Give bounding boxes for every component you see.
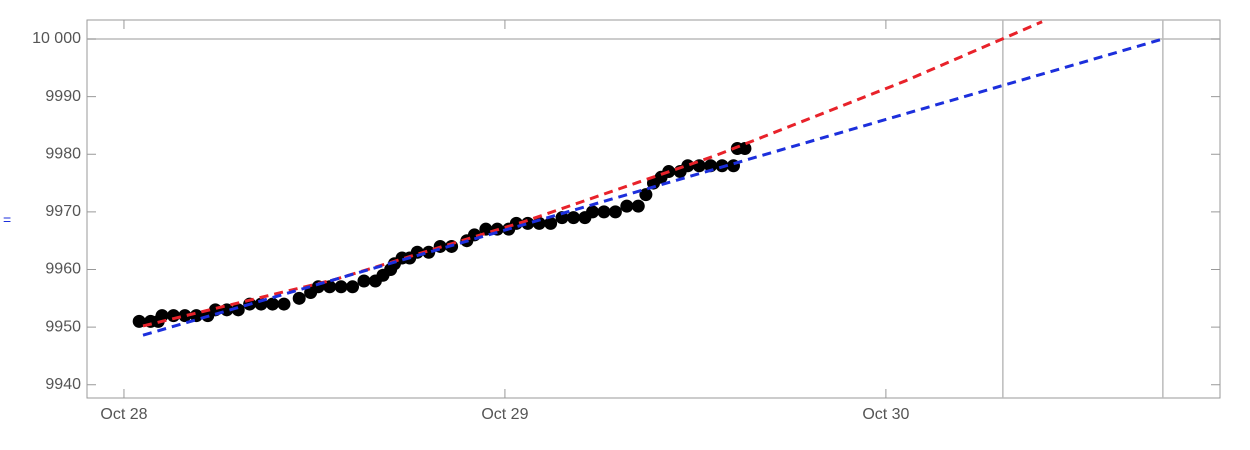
data-point: [178, 309, 192, 323]
data-point: [231, 303, 245, 317]
x-tick-label: Oct 30: [862, 406, 909, 423]
data-point: [277, 297, 291, 311]
plot-frame: [86, 19, 1221, 399]
x-tick-label: Oct 29: [481, 406, 528, 423]
data-point: [704, 159, 718, 173]
data-point: [586, 205, 600, 219]
y-tick-label: 9990: [45, 88, 81, 105]
data-point: [346, 280, 360, 294]
data-point: [292, 291, 306, 305]
data-point: [639, 188, 653, 202]
data-point: [544, 216, 558, 230]
y-tick-label: 9940: [45, 376, 81, 393]
annotation: =: [3, 212, 11, 228]
data-point: [738, 141, 752, 155]
y-tick-label: 9960: [45, 261, 81, 278]
data-point: [620, 199, 634, 213]
plot-area: [87, 20, 1220, 398]
data-point: [357, 274, 371, 288]
data-point: [334, 280, 348, 294]
y-tick-label: 9950: [45, 318, 81, 335]
data-point: [631, 199, 645, 213]
y-tick-label: 10 000: [32, 30, 81, 47]
fit-line: [142, 37, 1164, 337]
data-point: [323, 280, 337, 294]
data-point: [597, 205, 611, 219]
y-tick-label: 9970: [45, 203, 81, 220]
data-point: [479, 222, 493, 236]
data-point: [132, 314, 146, 328]
data-point: [266, 297, 280, 311]
fit-line: [142, 20, 1043, 328]
x-tick-label: Oct 28: [100, 406, 147, 423]
data-point: [566, 211, 580, 225]
data-point: [166, 309, 180, 323]
y-tick-label: 9980: [45, 145, 81, 162]
data-point: [155, 309, 169, 323]
data-point: [555, 211, 569, 225]
data-point: [608, 205, 622, 219]
data-point: [422, 245, 436, 259]
